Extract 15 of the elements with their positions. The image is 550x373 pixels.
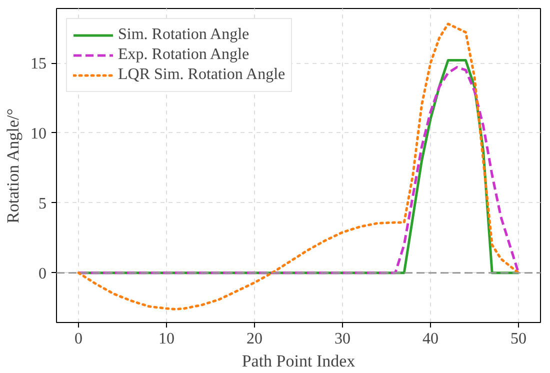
legend-label: LQR Sim. Rotation Angle bbox=[118, 66, 286, 84]
y-tick-label: 15 bbox=[30, 56, 46, 73]
x-tick-label: 40 bbox=[422, 330, 438, 348]
y-axis-title: Rotation Angle/° bbox=[4, 108, 22, 224]
x-tick-label: 10 bbox=[158, 330, 174, 348]
x-axis-title: Path Point Index bbox=[242, 352, 356, 370]
x-tick-label: 0 bbox=[74, 330, 82, 348]
y-tick-label: 10 bbox=[30, 125, 46, 142]
y-tick-label: 5 bbox=[38, 195, 46, 212]
x-tick-label: 20 bbox=[246, 330, 262, 348]
x-tick-label: 30 bbox=[334, 330, 350, 348]
y-tick-label: 0 bbox=[38, 265, 46, 282]
legend-label: Exp. Rotation Angle bbox=[118, 46, 250, 64]
legend-label: Sim. Rotation Angle bbox=[118, 26, 250, 44]
x-tick-label: 50 bbox=[510, 330, 526, 348]
